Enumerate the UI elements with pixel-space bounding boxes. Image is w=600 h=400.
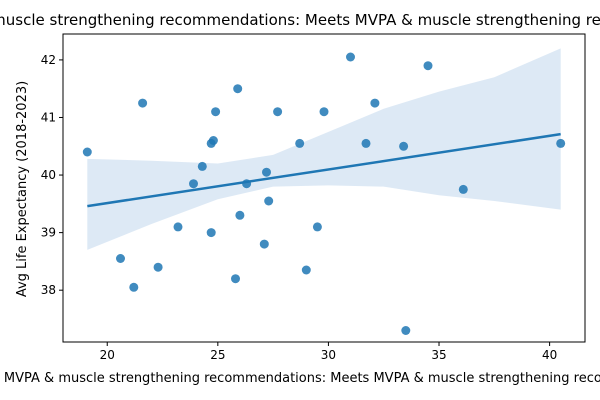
scatter-point — [129, 282, 139, 292]
scatter-point — [231, 274, 240, 284]
scatter-point — [262, 167, 271, 177]
x-axis-ticks: 20 25 30 35 40 — [100, 342, 557, 362]
x-tick-label: 40 — [542, 348, 557, 362]
scatter-point — [295, 138, 305, 148]
y-tick-label: 41 — [41, 110, 56, 124]
scatter-point — [259, 239, 269, 249]
x-tick-label: 35 — [431, 348, 446, 362]
scatter-point — [399, 141, 409, 151]
regression-line — [87, 132, 561, 208]
scatter-point — [312, 222, 322, 232]
scatter-point — [208, 136, 218, 145]
scatter-point — [458, 184, 468, 194]
regression-line-layer — [87, 132, 561, 208]
scatter-point — [116, 254, 125, 263]
x-axis-label: Meets MVPA & muscle strengthening recomm… — [0, 371, 600, 386]
scatter-point — [173, 222, 183, 232]
confidence-band-layer — [87, 48, 561, 250]
x-tick-label: 25 — [210, 348, 225, 362]
scatter-point — [264, 196, 274, 206]
scatter-point — [211, 107, 221, 117]
scatter-points-layer — [82, 52, 566, 335]
scatter-point — [153, 262, 163, 272]
scatter-point — [370, 98, 380, 108]
scatter-point — [206, 228, 216, 238]
scatter-point — [233, 84, 243, 94]
y-axis-label: Avg Life Expectancy (2018-2023) — [15, 81, 30, 297]
scatter-point — [301, 265, 311, 275]
confidence-band — [87, 48, 561, 250]
scatter-point — [319, 107, 329, 117]
x-tick-label: 30 — [321, 348, 336, 362]
scatter-point — [401, 326, 411, 335]
plot-area-frame — [62, 33, 586, 343]
scatter-point — [189, 179, 198, 189]
x-tick-label: 20 — [100, 348, 115, 362]
y-tick-label: 42 — [41, 53, 56, 67]
y-axis-ticks: 38 39 40 41 42 — [41, 53, 63, 297]
scatter-point — [423, 61, 433, 71]
scatter-point — [235, 210, 245, 220]
scatter-point — [556, 138, 566, 148]
scatter-point — [197, 161, 207, 171]
y-tick-label: 38 — [41, 283, 56, 297]
scatter-point — [242, 179, 252, 189]
scatter-point — [361, 138, 371, 148]
scatter-point — [346, 52, 355, 62]
chart-title: Meets MVPA & muscle strengthening recomm… — [0, 11, 600, 29]
y-tick-label: 39 — [41, 226, 56, 240]
scatter-point — [138, 98, 148, 108]
y-tick-label: 40 — [41, 168, 56, 182]
scatter-point — [273, 107, 283, 117]
scatter-point — [82, 147, 92, 157]
